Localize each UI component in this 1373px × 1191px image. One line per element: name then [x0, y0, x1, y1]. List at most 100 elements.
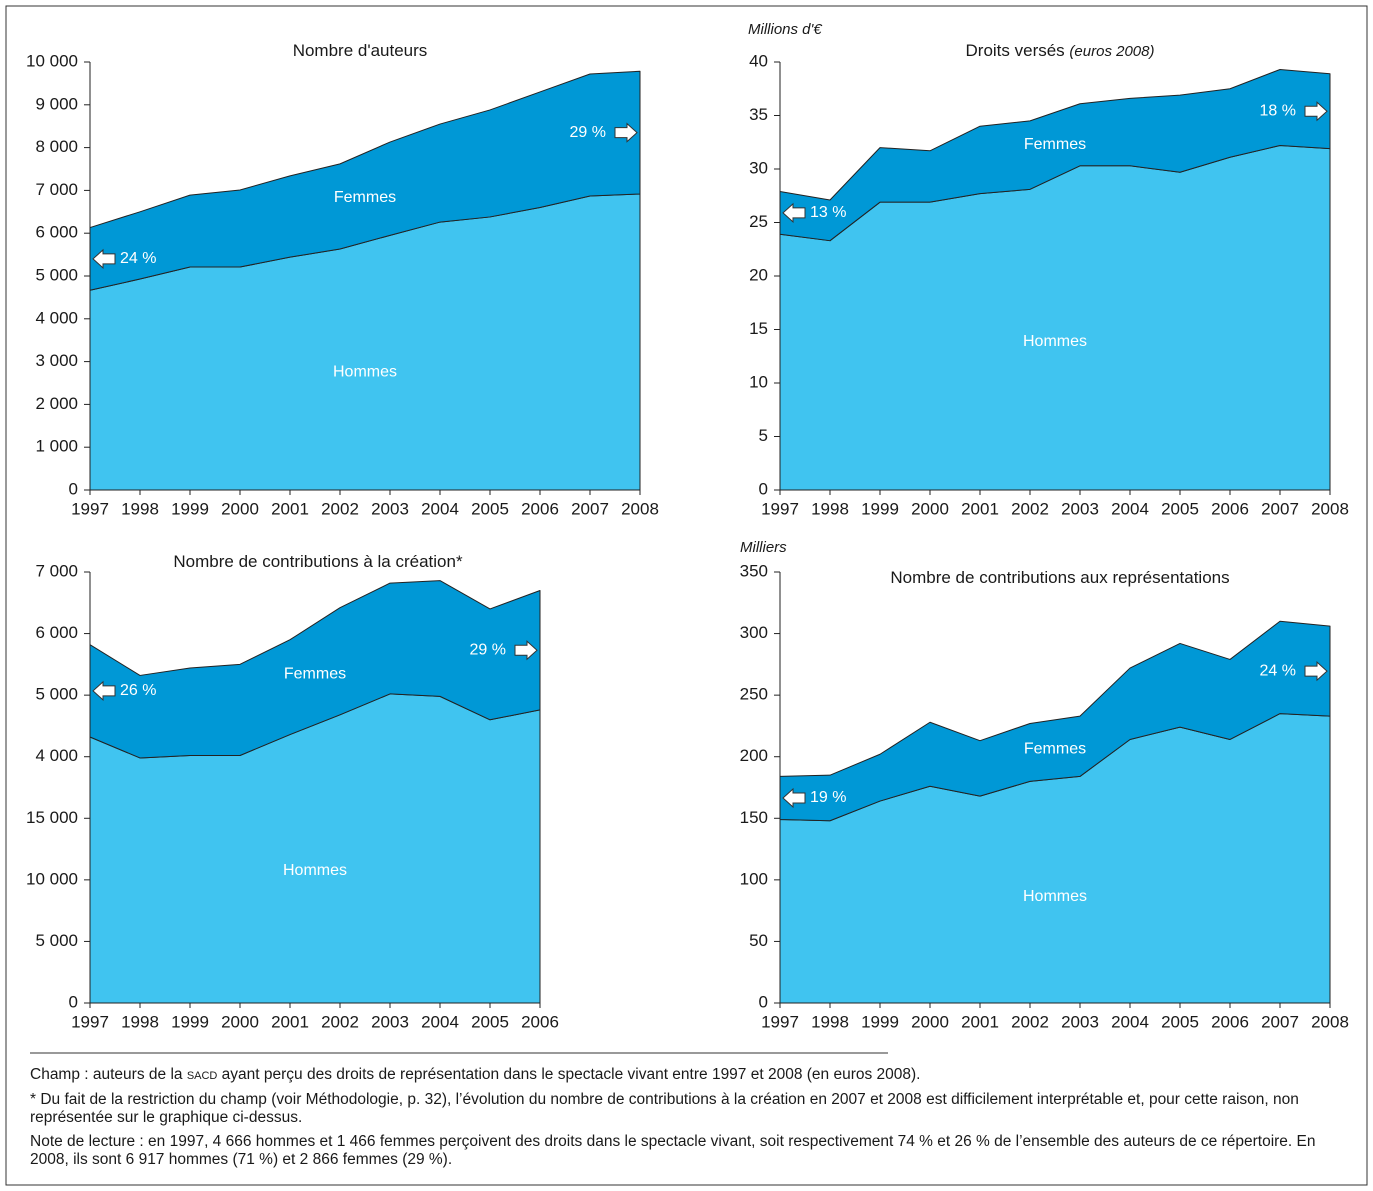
x-tick-label: 2001 [961, 1012, 999, 1031]
x-tick-label: 2005 [471, 1012, 509, 1031]
y-tick-label: 7 000 [35, 180, 78, 199]
arrow [1304, 661, 1328, 682]
y-tick-label: 7 000 [35, 561, 78, 580]
area [779, 68, 1331, 242]
note: Champ : auteurs de la SACD ayant perçu d… [30, 1066, 1348, 1085]
annotation: 24 % [120, 250, 156, 267]
x-tick-label: 2001 [961, 499, 999, 518]
y-tick-label: 9 000 [35, 94, 78, 113]
x-tick-label: 1999 [861, 499, 899, 518]
x-tick-label: 2002 [321, 499, 359, 518]
y-tick-label: 35 [749, 105, 768, 124]
y-tick-label: 8 000 [35, 137, 78, 156]
x-tick-label: 2002 [321, 1012, 359, 1031]
y-tick-label: 5 000 [35, 265, 78, 284]
series-label: Hommes [1023, 333, 1087, 350]
arrow [782, 202, 806, 223]
annotation: 26 % [120, 682, 156, 699]
arrow [92, 248, 116, 270]
x-tick-label: 1998 [121, 499, 159, 518]
x-tick-label: 2002 [1011, 499, 1049, 518]
y-tick-label: 15 [749, 319, 768, 338]
arrow [614, 122, 638, 143]
unit-label: Milliers [740, 539, 787, 556]
y-tick-label: 0 [69, 479, 78, 498]
y-tick-label: 300 [740, 623, 768, 642]
series-label: Femmes [284, 665, 346, 682]
x-tick-label: 2006 [1211, 1012, 1249, 1031]
x-tick-label: 1997 [761, 1012, 799, 1031]
notes: Champ : auteurs de la SACD ayant perçu d… [30, 1066, 1348, 1175]
x-tick-label: 1998 [121, 1012, 159, 1031]
y-tick-label: 0 [69, 992, 78, 1011]
title-text: Nombre de contributions aux représentati… [890, 568, 1229, 587]
x-tick-label: 2002 [1011, 1012, 1049, 1031]
x-tick-label: 2001 [271, 499, 309, 518]
x-tick-label: 2005 [1161, 1012, 1199, 1031]
annotation: 29 % [570, 124, 606, 141]
y-tick-label: 10 000 [26, 869, 78, 888]
x-tick-label: 2000 [911, 499, 949, 518]
x-tick-label: 1997 [761, 499, 799, 518]
x-tick-label: 2006 [521, 499, 559, 518]
x-tick-label: 1997 [71, 1012, 109, 1031]
title-text: Nombre d'auteurs [293, 41, 428, 60]
x-tick-label: 1998 [811, 499, 849, 518]
x-tick-label: 2005 [471, 499, 509, 518]
y-tick-label: 40 [749, 51, 768, 70]
x-tick-label: 1999 [861, 1012, 899, 1031]
y-tick-label: 5 000 [35, 931, 78, 950]
y-tick-label: 5 [759, 426, 768, 445]
y-tick-label: 6 000 [35, 623, 78, 642]
y-tick-label: 25 [749, 212, 768, 231]
y-tick-label: 10 [749, 372, 768, 391]
x-tick-label: 2003 [1061, 1012, 1099, 1031]
series-label: Hommes [333, 364, 397, 381]
note-text: ayant perçu des droits de représentation… [217, 1066, 921, 1083]
note-text: Champ : auteurs de la [30, 1066, 187, 1083]
x-tick-label: 2003 [371, 1012, 409, 1031]
y-tick-label: 4 000 [35, 746, 78, 765]
x-tick-label: 2006 [1211, 499, 1249, 518]
chart-title: Nombre de contributions aux représentati… [890, 568, 1229, 587]
y-tick-label: 250 [740, 685, 768, 704]
y-tick-label: 6 000 [35, 223, 78, 242]
y-tick-label: 350 [740, 561, 768, 580]
x-tick-label: 2004 [421, 499, 459, 518]
y-tick-label: 15 000 [26, 808, 78, 827]
x-tick-label: 2008 [1311, 1012, 1349, 1031]
frame [5, 5, 1368, 1186]
arrow [92, 680, 116, 701]
y-tick-label: 50 [749, 931, 768, 950]
x-tick-label: 1999 [171, 1012, 209, 1031]
chart-title: Nombre d'auteurs [293, 41, 428, 60]
chart-title: Droits versés (euros 2008) [966, 41, 1155, 60]
x-tick-label: 2006 [521, 1012, 559, 1031]
title-text: Nombre de contributions à la création* [173, 552, 463, 571]
x-tick-label: 2000 [221, 499, 259, 518]
chart-title: Nombre de contributions à la création* [173, 552, 463, 571]
x-tick-label: 2007 [1261, 1012, 1299, 1031]
series-label: Femmes [1024, 136, 1086, 153]
x-tick-label: 2007 [1261, 499, 1299, 518]
annotation: 13 % [810, 204, 846, 221]
area [89, 580, 541, 759]
subtitle: (euros 2008) [1069, 43, 1154, 60]
area [89, 70, 641, 291]
y-tick-label: 200 [740, 746, 768, 765]
series-label: Femmes [334, 189, 396, 206]
y-tick-label: 3 000 [35, 351, 78, 370]
y-tick-label: 1 000 [35, 437, 78, 456]
annotation: 19 % [810, 789, 846, 806]
x-tick-label: 2007 [571, 499, 609, 518]
series-label: Femmes [1024, 741, 1086, 758]
title-text: Droits versés [966, 41, 1065, 60]
y-tick-label: 30 [749, 158, 768, 177]
y-tick-label: 150 [740, 808, 768, 827]
arrow [1304, 101, 1328, 122]
x-tick-label: 2003 [371, 499, 409, 518]
note: * Du fait de la restriction du champ (vo… [30, 1091, 1299, 1126]
x-tick-label: 2001 [271, 1012, 309, 1031]
y-tick-label: 100 [740, 869, 768, 888]
